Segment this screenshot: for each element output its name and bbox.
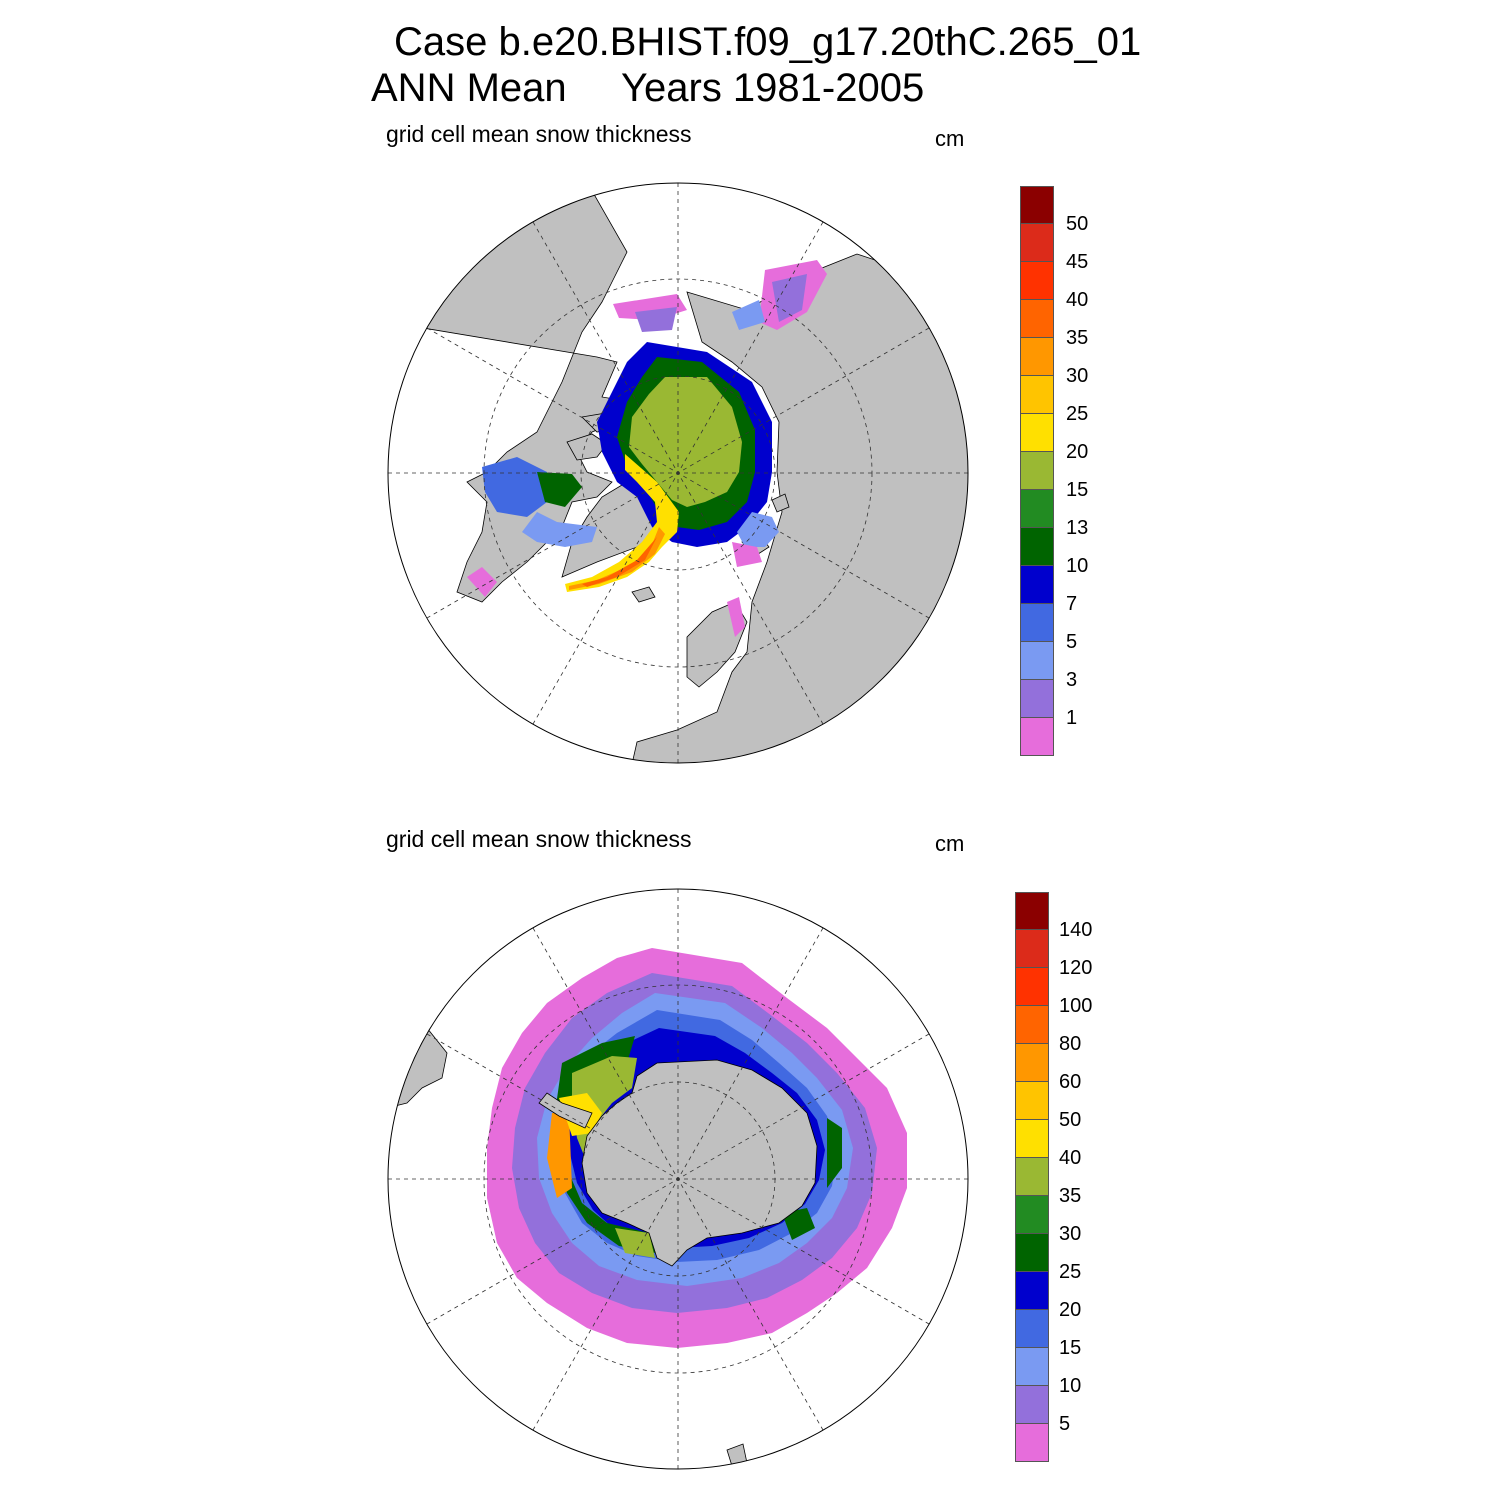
colorbar-tick-label: 10 — [1059, 1375, 1082, 1397]
colorbar-tick-label: 20 — [1066, 441, 1089, 463]
sh-antarctic-peninsula — [538, 1092, 593, 1129]
colorbar-swatch — [1020, 414, 1054, 452]
colorbar-swatch — [1020, 718, 1054, 756]
colorbar-swatch — [1020, 642, 1054, 680]
colorbar-swatch — [1015, 1044, 1049, 1082]
colorbar-swatch — [1020, 338, 1054, 376]
colorbar-tick-label: 5 — [1066, 631, 1078, 653]
colorbar-tick-label: 50 — [1066, 213, 1089, 235]
colorbar-swatch — [1020, 680, 1054, 718]
colorbar-swatch — [1015, 1310, 1049, 1348]
sh-panel-label: grid cell mean snow thickness — [386, 826, 692, 852]
nh-panel-label: grid cell mean snow thickness — [386, 121, 692, 147]
colorbar-tick-label: 15 — [1066, 479, 1089, 501]
colorbar-tick-label: 5 — [1059, 1413, 1071, 1435]
season-label: ANN Mean — [371, 66, 567, 110]
colorbar-swatch — [1020, 490, 1054, 528]
nh-colorbar — [1020, 186, 1054, 756]
nh-units-label: cm — [935, 126, 965, 151]
colorbar-tick-label: 40 — [1066, 289, 1089, 311]
main-title: Case b.e20.BHIST.f09_g17.20thC.265_01 — [394, 20, 1142, 64]
colorbar-tick-label: 50 — [1059, 1109, 1082, 1131]
colorbar-tick-label: 25 — [1059, 1261, 1082, 1283]
colorbar-swatch — [1015, 1272, 1049, 1310]
colorbar-tick-label: 100 — [1059, 995, 1093, 1017]
sh-units-label: cm — [935, 831, 965, 856]
colorbar-swatch — [1015, 1424, 1049, 1462]
colorbar-tick-label: 1 — [1066, 707, 1078, 729]
years-label: Years 1981-2005 — [621, 66, 925, 110]
colorbar-swatch — [1020, 604, 1054, 642]
colorbar-tick-label: 120 — [1059, 957, 1093, 979]
colorbar-tick-label: 7 — [1066, 593, 1078, 615]
colorbar-swatch — [1015, 968, 1049, 1006]
colorbar-tick-label: 15 — [1059, 1337, 1082, 1359]
colorbar-tick-label: 3 — [1066, 669, 1078, 691]
nh-polar-map — [387, 182, 969, 764]
colorbar-swatch — [1020, 300, 1054, 338]
colorbar-swatch — [1015, 1348, 1049, 1386]
colorbar-tick-label: 35 — [1059, 1185, 1082, 1207]
nh-graticule — [388, 183, 968, 763]
colorbar-tick-label: 30 — [1066, 365, 1089, 387]
colorbar-tick-label: 35 — [1066, 327, 1089, 349]
colorbar-swatch — [1015, 1234, 1049, 1272]
colorbar-swatch — [1020, 376, 1054, 414]
colorbar-tick-label: 40 — [1059, 1147, 1082, 1169]
colorbar-tick-label: 140 — [1059, 919, 1093, 941]
sh-colorbar — [1015, 892, 1049, 1462]
colorbar-swatch — [1020, 224, 1054, 262]
colorbar-swatch — [1015, 892, 1049, 930]
colorbar-tick-label: 80 — [1059, 1033, 1082, 1055]
sh-polar-map — [387, 888, 969, 1470]
colorbar-swatch — [1020, 452, 1054, 490]
sh-antarctica — [581, 1059, 818, 1267]
colorbar-tick-label: 45 — [1066, 251, 1089, 273]
colorbar-swatch — [1015, 1196, 1049, 1234]
colorbar-swatch — [1015, 1120, 1049, 1158]
colorbar-tick-label: 25 — [1066, 403, 1089, 425]
colorbar-swatch — [1015, 930, 1049, 968]
colorbar-tick-label: 20 — [1059, 1299, 1082, 1321]
colorbar-tick-label: 60 — [1059, 1071, 1082, 1093]
colorbar-swatch — [1015, 1386, 1049, 1424]
colorbar-tick-label: 10 — [1066, 555, 1089, 577]
colorbar-swatch — [1020, 186, 1054, 224]
colorbar-tick-label: 30 — [1059, 1223, 1082, 1245]
colorbar-swatch — [1015, 1006, 1049, 1044]
colorbar-swatch — [1020, 566, 1054, 604]
colorbar-swatch — [1020, 528, 1054, 566]
colorbar-swatch — [1015, 1158, 1049, 1196]
colorbar-tick-label: 13 — [1066, 517, 1089, 539]
colorbar-swatch — [1015, 1082, 1049, 1120]
colorbar-swatch — [1020, 262, 1054, 300]
sh-graticule — [388, 889, 968, 1469]
